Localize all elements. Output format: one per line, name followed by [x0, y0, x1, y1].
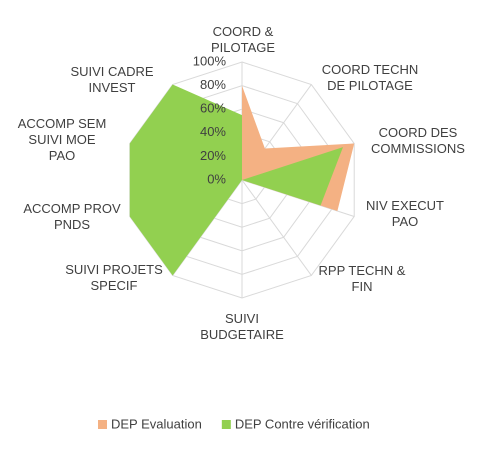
category-label: ACCOMP SEM SUIVI MOE PAO — [17, 116, 107, 163]
legend-swatch — [221, 420, 231, 429]
legend-label: DEP Evaluation — [111, 416, 202, 431]
legend-swatch — [98, 420, 107, 429]
tick-label: 20% — [200, 148, 226, 163]
legend-label: DEP Contre vérification — [235, 416, 370, 431]
category-label: SUIVI PROJETS SPECIF — [65, 262, 163, 293]
tick-label: 40% — [200, 124, 226, 139]
spoke — [241, 179, 312, 276]
category-label: COORD DES COMMISSIONS — [371, 125, 465, 156]
tick-label: 0% — [207, 171, 226, 186]
category-label: COORD TECHN DE PILOTAGE — [321, 62, 419, 93]
category-label: SUIVI BUDGETAIRE — [200, 311, 284, 342]
category-label: NIV EXECUT PAO — [365, 198, 444, 229]
radar-area — [129, 84, 344, 276]
tick-label: 100% — [193, 53, 227, 68]
category-label: SUIVI CADRE INVEST — [70, 64, 154, 95]
category-label: COORD & PILOTAGE — [210, 24, 276, 55]
tick-label: 60% — [200, 101, 226, 116]
category-label: RPP TECHN & FIN — [318, 263, 406, 294]
category-label: ACCOMP PROV PNDS — [23, 201, 121, 232]
tick-label: 80% — [200, 77, 226, 92]
